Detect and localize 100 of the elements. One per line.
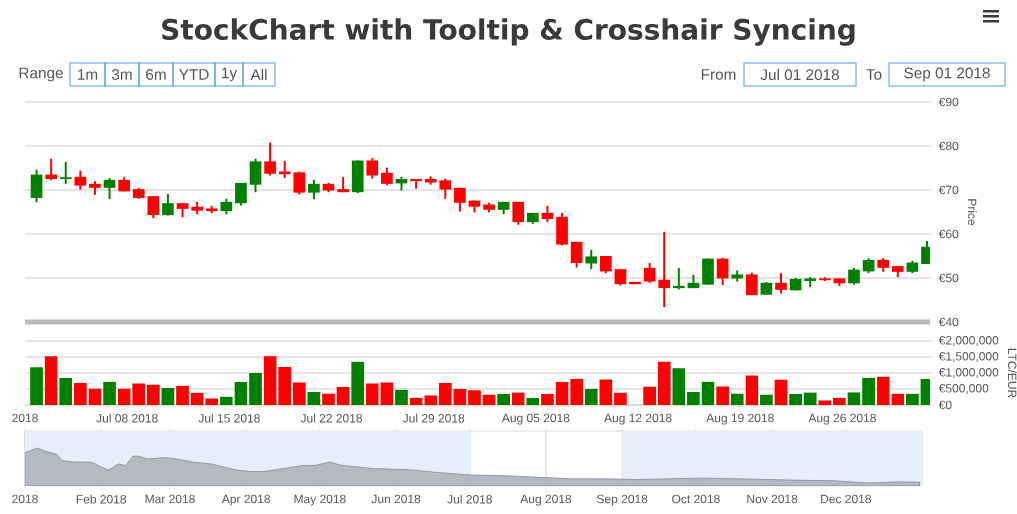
bar (760, 394, 773, 405)
x-tick-label: Jul 2018 (447, 494, 492, 504)
y-axis-title: Price (967, 199, 977, 226)
candlestick (162, 192, 174, 217)
bar (234, 381, 248, 405)
x-tick-label: 2018 (12, 413, 38, 423)
x-tick-label: Aug 26 2018 (808, 413, 876, 425)
bar (44, 356, 58, 405)
bar (862, 377, 875, 405)
candlestick (366, 156, 379, 180)
candlestick (570, 240, 583, 269)
bar (745, 375, 759, 405)
y-tick-label: €40 (938, 317, 959, 327)
candlestick (716, 256, 729, 287)
candlestick (30, 168, 43, 204)
bar (482, 394, 496, 405)
x-tick-label: Apr 2018 (221, 494, 270, 506)
bar (395, 389, 408, 405)
x-tick-label: Jun 2018 (371, 494, 421, 504)
candlestick (439, 177, 452, 200)
x-tick-label: Aug 05 2018 (501, 413, 570, 425)
bar (614, 392, 627, 405)
x-tick-label: Jul 08 2018 (96, 413, 158, 423)
bar (249, 373, 262, 405)
bar (74, 382, 87, 405)
bar (453, 389, 467, 405)
x-tick-label: Nov 2018 (747, 494, 798, 504)
bar (205, 398, 219, 405)
chart-title: StockChart with Tooltip & Crosshair Syncing (162, 18, 855, 46)
text: From (701, 69, 736, 80)
x-tick-label: Dec 2018 (821, 494, 871, 504)
y-tick-label: €70 (938, 185, 959, 195)
bar (511, 392, 525, 405)
bar (30, 367, 43, 405)
y-tick-label: €2,000,000 (938, 336, 999, 346)
x-tick-label: Jul 29 2018 (402, 413, 465, 423)
candlestick (775, 272, 787, 295)
text: Range (19, 67, 63, 82)
bar (716, 386, 729, 405)
bar (789, 394, 802, 405)
bar (701, 381, 715, 405)
x-tick-label: Sep 2018 (597, 494, 648, 506)
bar (876, 376, 890, 405)
bar (438, 382, 452, 405)
bar (672, 368, 686, 405)
y-tick-label: €1,500,000 (938, 352, 999, 362)
text: 3m (111, 69, 132, 80)
bar (88, 388, 102, 405)
bar (774, 379, 788, 405)
x-tick-label: Aug 2018 (520, 494, 572, 506)
bar (161, 388, 175, 405)
candlestick (147, 195, 160, 220)
bar (599, 379, 613, 405)
candlestick (643, 262, 656, 284)
bar (132, 383, 146, 405)
bar (906, 393, 919, 405)
text: Jul 01 2018 (760, 68, 839, 81)
bar (307, 391, 321, 405)
y-tick-label: €500,000 (938, 384, 989, 394)
y-tick-label: €50 (938, 273, 959, 283)
candlestick (59, 160, 72, 185)
candlestick (103, 177, 116, 201)
candlestick (45, 157, 57, 182)
bar (365, 383, 379, 405)
bar (292, 382, 306, 405)
bar (190, 392, 204, 405)
candlestick (308, 178, 320, 201)
bar (322, 393, 335, 405)
x-tick-label: Oct 2018 (672, 494, 720, 504)
bar (103, 381, 116, 405)
bar (891, 393, 905, 405)
y-tick-label: €60 (938, 229, 959, 239)
bar (146, 384, 160, 405)
bar (730, 393, 744, 405)
text: 1y (222, 67, 238, 82)
bar (219, 396, 233, 405)
x-tick-label: Jul 15 2018 (198, 413, 260, 423)
y-axis-title: LTC/EUR (1007, 348, 1017, 398)
bar (424, 395, 438, 405)
bar (336, 387, 350, 405)
x-tick-label: 2018 (12, 494, 38, 504)
bar (380, 382, 394, 405)
bar (278, 366, 292, 405)
text: All (250, 68, 267, 81)
bar (657, 361, 671, 405)
bar (468, 390, 481, 405)
bar (643, 386, 656, 405)
candlestick (672, 266, 685, 291)
candlestick (264, 141, 276, 177)
y-tick-label: €90 (938, 97, 959, 107)
x-tick-label: Aug 19 2018 (706, 413, 774, 425)
bar (584, 389, 598, 405)
text: 1m (78, 69, 98, 80)
text: YTD (179, 69, 209, 80)
bar (803, 392, 817, 405)
bar (570, 378, 583, 405)
bar (176, 385, 189, 405)
bar (687, 391, 700, 405)
x-tick-label: Aug 12 2018 (604, 413, 672, 425)
bar (263, 356, 277, 405)
